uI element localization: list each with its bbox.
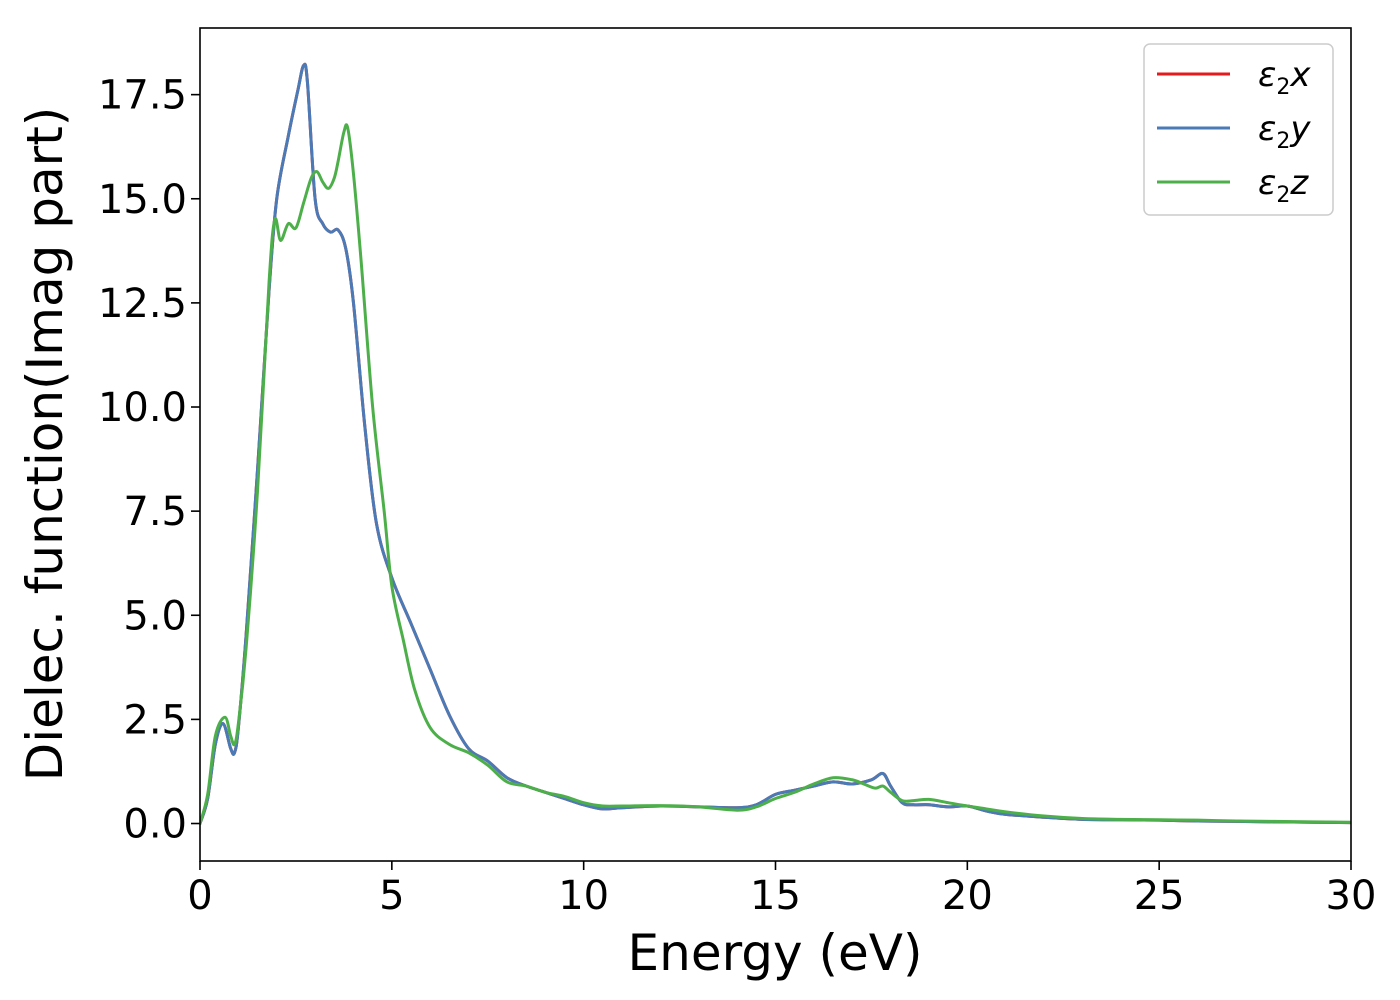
x-axis: 0 5 10 15 20 25 30 xyxy=(187,861,1376,919)
y-tick-label: 5.0 xyxy=(123,593,187,639)
y-axis: 0.0 2.5 5.0 7.5 10.0 12.5 15.0 17.5 xyxy=(98,73,200,848)
y-tick-label: 17.5 xyxy=(98,73,187,119)
legend-label-z: ε2z xyxy=(1258,163,1309,208)
y-axis-title: Dielec. function(Imag part) xyxy=(16,107,74,782)
x-tick-label: 25 xyxy=(1134,873,1185,919)
x-tick-label: 15 xyxy=(750,873,801,919)
y-tick-label: 2.5 xyxy=(123,697,187,743)
x-tick-label: 10 xyxy=(558,873,609,919)
legend-frame xyxy=(1143,43,1334,216)
series-line-z xyxy=(200,123,1351,826)
series-layer xyxy=(200,62,1351,826)
y-tick-label: 0.0 xyxy=(123,802,187,848)
x-tick-label: 5 xyxy=(379,873,404,919)
legend-label-y: ε2y xyxy=(1258,109,1311,154)
y-tick-label: 7.5 xyxy=(123,489,187,535)
legend: ε2x ε2y ε2z xyxy=(1143,43,1334,216)
x-tick-label: 30 xyxy=(1326,873,1377,919)
y-tick-label: 10.0 xyxy=(98,385,187,431)
legend-label-x: ε2x xyxy=(1258,55,1311,100)
x-axis-title: Energy (eV) xyxy=(628,924,923,982)
y-tick-label: 15.0 xyxy=(98,177,187,223)
x-tick-label: 20 xyxy=(942,873,993,919)
y-tick-label: 12.5 xyxy=(98,281,187,327)
x-tick-label: 0 xyxy=(187,873,212,919)
